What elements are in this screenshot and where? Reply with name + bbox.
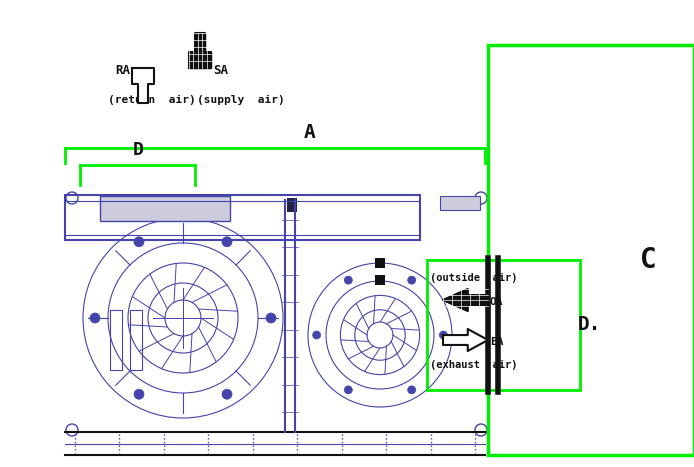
Text: (return  air): (return air) [108, 95, 196, 105]
Text: EA: EA [490, 337, 504, 347]
Text: D.: D. [578, 316, 602, 334]
Polygon shape [189, 33, 211, 68]
Circle shape [266, 313, 276, 323]
Text: OA: OA [490, 297, 504, 307]
Bar [110, 310, 122, 370]
Bar [375, 275, 385, 285]
Circle shape [222, 237, 232, 247]
Polygon shape [132, 68, 154, 103]
Circle shape [407, 276, 416, 284]
Text: C: C [640, 246, 657, 274]
Bar [488, 45, 694, 455]
Bar [130, 310, 142, 370]
Circle shape [344, 276, 353, 284]
Bar [440, 196, 480, 210]
Bar [100, 196, 230, 221]
Circle shape [312, 331, 321, 339]
Circle shape [90, 313, 100, 323]
Circle shape [407, 386, 416, 394]
Circle shape [439, 331, 448, 339]
Text: SA: SA [213, 64, 228, 78]
Text: RA: RA [115, 64, 130, 78]
Bar [427, 260, 580, 390]
Text: A: A [304, 122, 316, 142]
Circle shape [134, 389, 144, 399]
Text: D: D [133, 141, 144, 159]
Text: (outside  air): (outside air) [430, 273, 518, 283]
Circle shape [222, 389, 232, 399]
Text: (supply  air): (supply air) [197, 95, 285, 105]
Polygon shape [443, 329, 488, 351]
Bar [65, 195, 420, 240]
Circle shape [344, 386, 353, 394]
Bar [287, 198, 297, 212]
Text: (exhaust  air): (exhaust air) [430, 360, 518, 370]
Bar [375, 258, 385, 268]
Circle shape [134, 237, 144, 247]
Polygon shape [443, 289, 488, 311]
